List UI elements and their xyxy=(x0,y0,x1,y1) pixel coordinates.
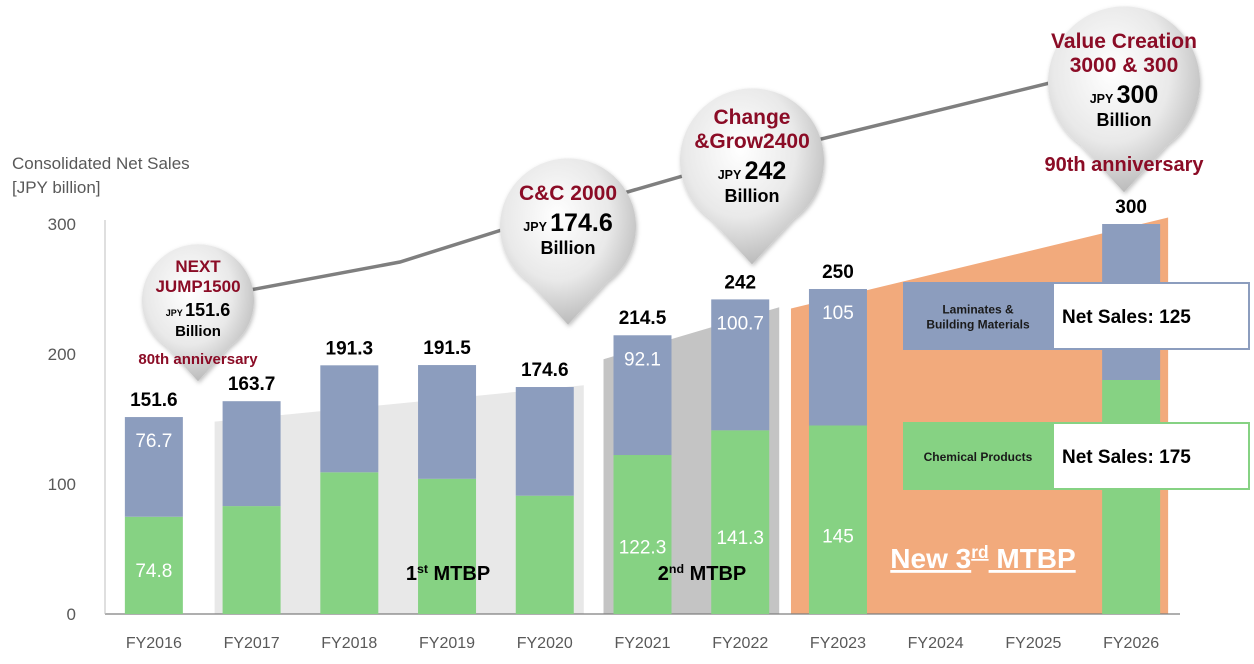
segment-legend: Laminates &Building Materials Net Sales: … xyxy=(903,282,1250,490)
growth-arrow xyxy=(249,72,1074,292)
data-label: 100.7 xyxy=(716,313,764,334)
bar-segment-laminates xyxy=(320,365,379,473)
bar-segment-chemical xyxy=(124,516,183,614)
legend-box-2: Chemical Products Net Sales: 175 xyxy=(903,422,1250,490)
x-tick-label: FY2023 xyxy=(810,635,866,652)
phase-label: 1st MTBP xyxy=(406,562,490,585)
data-label: 145 xyxy=(822,526,854,547)
milestone-unit: Billion xyxy=(725,186,780,206)
milestone-value: JPY 242 xyxy=(718,157,787,185)
legend-box-1: Laminates &Building Materials Net Sales: … xyxy=(903,282,1250,350)
total-label: 300 xyxy=(1115,197,1147,218)
y-axis-title: Consolidated Net Sales [JPY billion] xyxy=(12,152,190,200)
legend-net-sales: Net Sales: 175 xyxy=(1062,447,1191,468)
x-tick-label: FY2020 xyxy=(517,635,573,652)
milestone-unit: Billion xyxy=(175,323,221,340)
milestone-note: 80th anniversary xyxy=(138,351,258,368)
legend-segment-swatch xyxy=(903,422,1053,490)
x-tick-label: FY2018 xyxy=(321,635,377,652)
bar-segment-chemical xyxy=(808,425,867,614)
bar-segment-chemical xyxy=(613,455,672,614)
legend-segment-name: Laminates & xyxy=(942,303,1014,317)
bar-segment-laminates xyxy=(222,401,281,507)
milestone-title: &Grow2400 xyxy=(694,130,810,153)
data-label: 122.3 xyxy=(619,538,667,559)
data-label: 92.1 xyxy=(624,349,661,370)
bar-segment-chemical xyxy=(711,430,770,614)
milestone-unit: Billion xyxy=(541,238,596,258)
data-label: 74.8 xyxy=(135,561,172,582)
milestone-title: Value Creation xyxy=(1051,30,1197,53)
x-tick-label: FY2025 xyxy=(1005,635,1061,652)
bar-segment-laminates xyxy=(124,417,183,517)
total-label: 151.6 xyxy=(130,390,178,411)
y-axis-title-line2: [JPY billion] xyxy=(12,178,101,197)
bar-segment-chemical xyxy=(320,472,379,614)
milestone-pin-shape xyxy=(680,88,825,265)
x-tick-label: FY2016 xyxy=(126,635,182,652)
x-tick-label: FY2017 xyxy=(224,635,280,652)
x-tick-label: FY2021 xyxy=(614,635,670,652)
data-label: 141.3 xyxy=(716,528,764,549)
phase-label: New 3rd MTBP xyxy=(890,542,1075,574)
data-label: 76.7 xyxy=(135,431,172,452)
x-tick-label: FY2026 xyxy=(1103,635,1159,652)
bar-segment-laminates xyxy=(613,335,672,456)
bar-segment-laminates xyxy=(418,365,477,479)
phase-label: 2nd MTBP xyxy=(658,562,746,585)
milestone-title: C&C 2000 xyxy=(519,182,617,205)
bar-segment-chemical xyxy=(515,495,574,614)
x-tick-label: FY2019 xyxy=(419,635,475,652)
x-tick-label: FY2022 xyxy=(712,635,768,652)
milestone-note: 90th anniversary xyxy=(1045,154,1205,176)
milestone-value: JPY 174.6 xyxy=(523,209,612,237)
milestone-title: Change xyxy=(713,106,790,129)
bar-segment-chemical xyxy=(1102,380,1161,614)
total-label: 242 xyxy=(724,272,756,293)
phase-band-1 xyxy=(214,385,584,614)
milestone-value: JPY 300 xyxy=(1090,81,1159,109)
legend-net-sales: Net Sales: 125 xyxy=(1062,307,1191,328)
milestone-value: JPY 151.6 xyxy=(166,300,230,320)
x-tick-label: FY2024 xyxy=(908,635,964,652)
data-label: 105 xyxy=(822,303,854,324)
milestone-unit: Billion xyxy=(1097,110,1152,130)
y-tick-label: 300 xyxy=(48,215,76,234)
total-label: 174.6 xyxy=(521,360,569,381)
total-label: 191.3 xyxy=(326,338,374,359)
bar-segment-laminates xyxy=(808,289,867,426)
total-label: 250 xyxy=(822,262,854,283)
y-tick-label: 100 xyxy=(48,475,76,494)
bar-segment-laminates xyxy=(515,387,574,496)
legend-segment-swatch xyxy=(903,282,1053,350)
axes: 0 100 200 300 FY2016 FY2017 FY2018 FY2019 FY2020… xyxy=(48,215,1180,652)
bar-segment-chemical xyxy=(222,506,281,614)
total-label: 191.5 xyxy=(423,338,471,359)
legend-segment-name: Chemical Products xyxy=(924,450,1033,464)
milestone-title: 3000 & 300 xyxy=(1070,54,1179,77)
milestone-pin-shape xyxy=(1048,6,1201,193)
legend-value-box xyxy=(1052,422,1250,490)
bar-labels: 74.8 76.7 151.6 163.7 191.3 191.5 174.6 122.3 92… xyxy=(130,197,1147,585)
y-tick-label: 0 xyxy=(67,605,76,624)
y-axis-title-line1: Consolidated Net Sales xyxy=(12,154,190,173)
y-tick-label: 200 xyxy=(48,345,76,364)
bar-segment-chemical xyxy=(418,478,477,614)
milestone-pin-shape xyxy=(500,158,636,325)
legend-value-box xyxy=(1052,282,1250,350)
legend-segment-name: Building Materials xyxy=(926,318,1030,332)
milestone-title: NEXT xyxy=(175,257,221,276)
growth-arrow-line xyxy=(249,72,1074,292)
milestone-pin-shape xyxy=(142,244,255,382)
total-label: 163.7 xyxy=(228,374,276,395)
total-label: 214.5 xyxy=(619,308,667,329)
milestone-title: JUMP1500 xyxy=(155,277,240,296)
bar-segment-laminates xyxy=(711,299,770,431)
